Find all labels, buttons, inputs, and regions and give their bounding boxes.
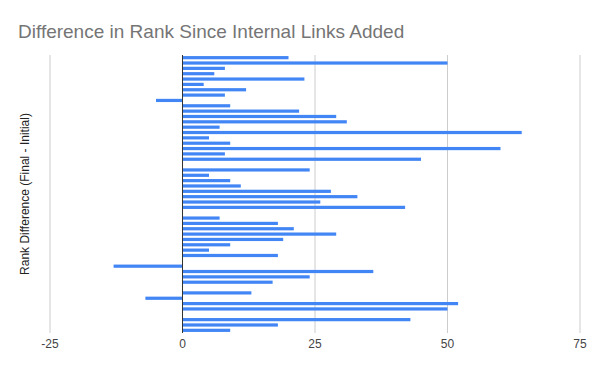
bar [183, 216, 220, 219]
bar [183, 302, 459, 305]
bar [183, 174, 210, 177]
bar [183, 61, 448, 64]
bar [183, 93, 225, 96]
bar [183, 307, 448, 310]
bar [183, 329, 231, 332]
bar [156, 99, 183, 102]
bar [183, 131, 522, 134]
bar [183, 152, 225, 155]
bar [183, 190, 331, 193]
bar [183, 77, 305, 80]
bar [183, 104, 231, 107]
bar [183, 147, 501, 150]
x-tick-label: -25 [41, 337, 59, 351]
bar [183, 142, 231, 145]
bar [183, 126, 220, 129]
grid-line [315, 55, 316, 333]
bar [183, 83, 204, 86]
bar [183, 270, 374, 273]
grid-line [580, 55, 581, 333]
x-tick-label: 0 [179, 337, 186, 351]
bar [183, 195, 358, 198]
chart-container: Difference in Rank Since Internal Links … [0, 0, 600, 371]
bar [183, 291, 252, 294]
y-axis-label: Rank Difference (Final - Initial) [18, 113, 32, 275]
zero-axis-line [182, 55, 183, 333]
bar [183, 88, 247, 91]
bar [183, 238, 284, 241]
x-tick-label: 25 [308, 337, 322, 351]
bar [183, 158, 422, 161]
bar [183, 136, 210, 139]
bar [183, 318, 411, 321]
bar [183, 179, 231, 182]
chart-svg: Difference in Rank Since Internal Links … [0, 0, 600, 371]
bars [114, 56, 522, 332]
bar [183, 227, 294, 230]
chart-title: Difference in Rank Since Internal Links … [18, 21, 404, 42]
bar [183, 110, 300, 113]
bar [183, 206, 406, 209]
bar [183, 254, 278, 257]
bar [183, 249, 210, 252]
bar [183, 72, 215, 75]
bar [183, 67, 225, 70]
grid-line [50, 55, 51, 333]
x-tick-label: 75 [573, 337, 587, 351]
bar [183, 56, 289, 59]
bar [183, 120, 347, 123]
bar [145, 297, 182, 300]
bar [183, 281, 273, 284]
bar [183, 243, 231, 246]
bar [183, 222, 278, 225]
bar [183, 184, 241, 187]
bar [183, 200, 321, 203]
bar [183, 115, 337, 118]
bar [183, 275, 310, 278]
grid-line [447, 55, 448, 333]
bar [183, 323, 278, 326]
bar [114, 265, 183, 268]
bar [183, 168, 310, 171]
bar [183, 232, 337, 235]
x-tick-label: 50 [441, 337, 455, 351]
